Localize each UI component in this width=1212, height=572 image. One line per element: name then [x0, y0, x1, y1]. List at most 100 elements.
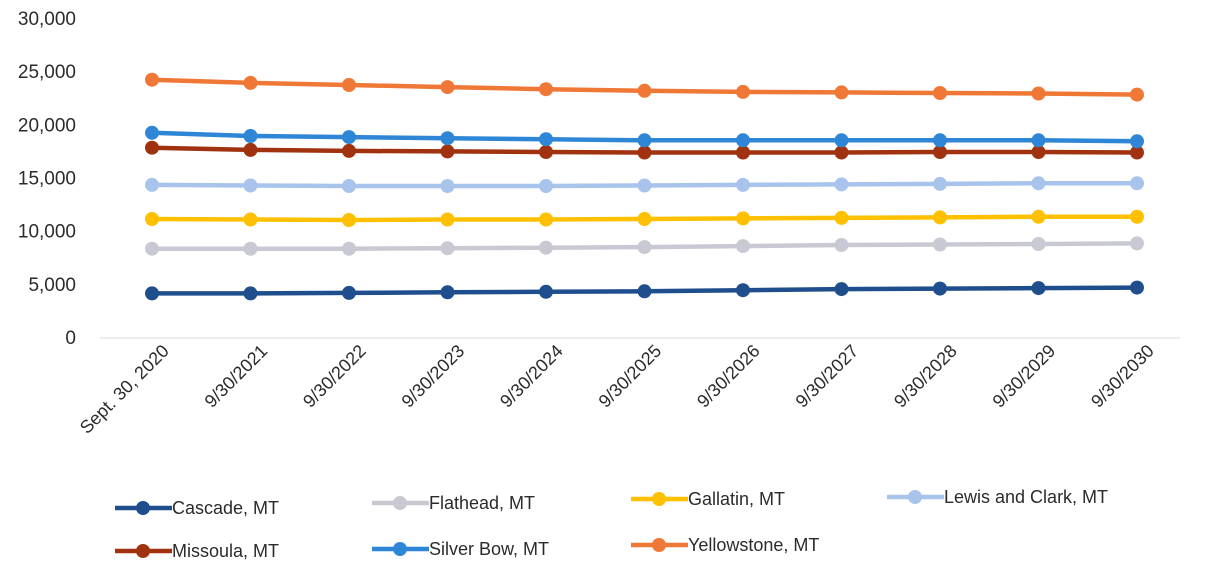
data-point [243, 142, 258, 157]
legend-item: Cascade, MT [115, 498, 279, 518]
data-point [145, 286, 159, 301]
data-point [539, 284, 553, 299]
data-point [440, 241, 455, 256]
legend-label: Silver Bow, MT [429, 539, 549, 559]
series-yellowstone-mt [145, 72, 1144, 102]
data-point [342, 143, 356, 158]
data-point [637, 83, 652, 98]
data-point [1130, 236, 1144, 251]
data-point [243, 75, 258, 90]
legend-label: Lewis and Clark, MT [944, 487, 1108, 507]
x-tick-label: 9/30/2023 [398, 341, 469, 412]
data-point [539, 212, 553, 227]
data-point [736, 84, 750, 99]
data-point [933, 133, 947, 148]
data-point [1031, 133, 1046, 148]
data-point [637, 178, 652, 193]
data-point [539, 145, 553, 159]
data-point [637, 240, 652, 255]
legend-swatch-marker [393, 496, 407, 510]
data-point [736, 177, 750, 192]
data-point [736, 133, 750, 148]
legend-item: Flathead, MT [372, 493, 535, 513]
data-point [834, 85, 849, 100]
data-point [834, 133, 849, 148]
legend-swatch-marker [393, 542, 407, 556]
y-tick-label: 0 [65, 328, 76, 349]
legend-item: Gallatin, MT [631, 489, 785, 509]
data-point [1031, 176, 1046, 191]
data-point [933, 86, 947, 100]
x-tick-label: 9/30/2028 [890, 341, 961, 412]
legend-label: Yellowstone, MT [688, 535, 819, 555]
data-point [1031, 237, 1046, 251]
data-point [539, 82, 553, 97]
data-point [342, 179, 356, 193]
data-point [933, 210, 947, 225]
data-point [440, 179, 455, 193]
data-point [145, 177, 159, 192]
data-point [637, 212, 652, 226]
legend-label: Cascade, MT [172, 498, 279, 518]
series-flathead-mt [145, 236, 1144, 256]
legend-swatch-marker [908, 490, 922, 504]
data-point [342, 78, 356, 92]
data-point [440, 80, 455, 95]
data-point [440, 144, 455, 159]
axis-layer: 0 5,000 10,000 15,000 20,000 25,000 30,000 Sept… [18, 9, 1180, 438]
data-point [1031, 281, 1046, 296]
data-point [834, 210, 849, 225]
data-point [145, 72, 159, 87]
legend-label: Missoula, MT [172, 541, 279, 561]
data-point [243, 241, 258, 256]
data-point [1130, 87, 1144, 102]
legend-swatch-marker [652, 492, 666, 506]
legend-item: Yellowstone, MT [631, 535, 819, 555]
legend-layer: Cascade, MT Flathead, MT Gallatin, MT Lewis… [115, 487, 1108, 561]
data-point [933, 145, 947, 159]
data-point [1031, 86, 1046, 101]
data-point [834, 145, 849, 160]
data-point [342, 213, 356, 227]
data-point [145, 241, 159, 256]
legend-item: Missoula, MT [115, 541, 279, 561]
data-point [243, 286, 258, 301]
data-point [1130, 145, 1144, 160]
data-point [342, 285, 356, 300]
y-tick-label: 15,000 [18, 169, 76, 190]
x-tick-label: 9/30/2022 [299, 341, 370, 412]
y-tick-label: 30,000 [18, 9, 76, 30]
series-missoula-mt [145, 140, 1144, 160]
legend-item: Silver Bow, MT [372, 539, 549, 559]
legend-swatch-marker [136, 501, 150, 515]
data-point [539, 179, 553, 193]
x-tick-label: 9/30/2025 [595, 341, 666, 412]
data-point [342, 241, 356, 256]
data-point [342, 130, 356, 145]
data-point [1130, 176, 1144, 191]
legend-swatch-marker [136, 544, 150, 558]
data-point [736, 283, 750, 298]
data-point [1130, 209, 1144, 224]
data-point [736, 239, 750, 254]
y-tick-label: 5,000 [28, 275, 76, 296]
data-point [243, 129, 258, 143]
x-tick-label: 9/30/2024 [496, 341, 567, 412]
x-tick-label: 9/30/2026 [693, 341, 764, 412]
data-point [1130, 280, 1144, 295]
data-point [440, 212, 455, 227]
data-point [1130, 134, 1144, 149]
data-point [145, 140, 159, 155]
data-point [834, 282, 849, 297]
y-tick-label: 20,000 [18, 115, 76, 136]
x-tick-label: 9/30/2021 [201, 341, 272, 412]
data-point [1031, 145, 1046, 159]
data-point [637, 133, 652, 148]
data-point [933, 176, 947, 191]
data-point [145, 212, 159, 226]
data-point [1031, 209, 1046, 224]
data-point [933, 237, 947, 252]
legend-swatch-marker [652, 538, 666, 552]
